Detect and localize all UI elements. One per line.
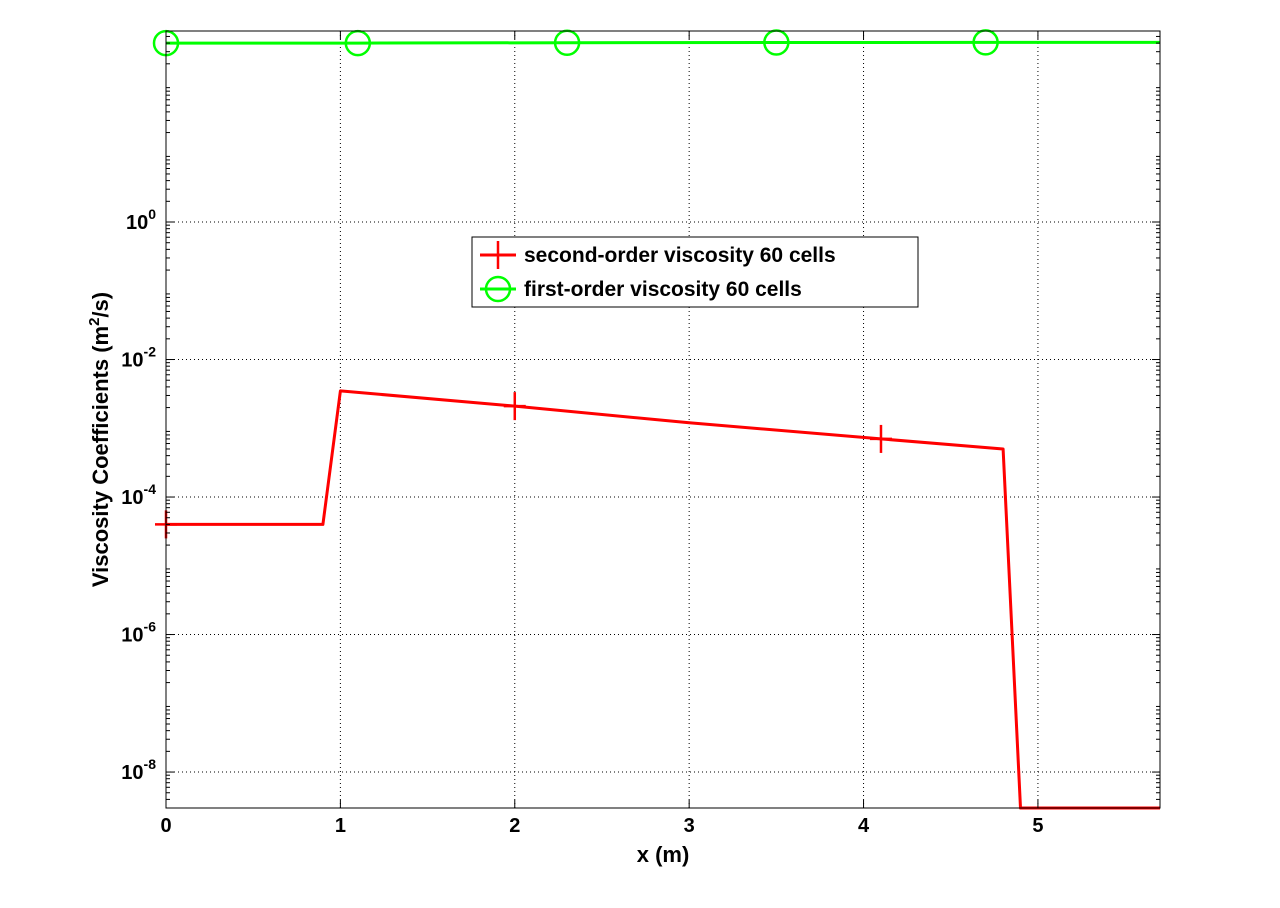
series-marker bbox=[503, 392, 526, 421]
series-line bbox=[166, 389, 1160, 810]
ticks: 0 1 2 3 4 5 100 10-2 10-4 10-6 10-8 bbox=[121, 31, 1160, 837]
y-axis-label-main: Viscosity Coefficients (m bbox=[88, 326, 113, 587]
y-tick-label: 10-4 bbox=[121, 481, 156, 509]
legend-label: first-order viscosity 60 cells bbox=[524, 278, 802, 301]
legend-marker bbox=[487, 241, 509, 269]
legend: second-order viscosity 60 cells first-ord… bbox=[471, 236, 919, 308]
plot-frame bbox=[165, 30, 1161, 809]
x-tick-label: 5 bbox=[1032, 815, 1043, 837]
y-axis-label: Viscosity Coefficients (m2/s) bbox=[86, 292, 113, 587]
y-tick-label: 10-2 bbox=[121, 344, 156, 372]
series-marker bbox=[869, 424, 892, 453]
x-axis-label: x (m) bbox=[637, 842, 690, 867]
y-axis-label-end: /s) bbox=[88, 292, 113, 318]
x-tick-label: 3 bbox=[684, 815, 695, 837]
x-tick-label: 4 bbox=[858, 815, 870, 837]
legend-marker bbox=[484, 275, 512, 303]
legend-box bbox=[471, 236, 919, 308]
x-tick-label: 0 bbox=[160, 815, 171, 837]
y-tick-label: 10-8 bbox=[121, 756, 156, 784]
series-marker bbox=[972, 29, 999, 56]
y-tick-label: 100 bbox=[126, 206, 156, 234]
legend-label: second-order viscosity 60 cells bbox=[524, 244, 836, 267]
y-axis-label-sup: 2 bbox=[86, 318, 103, 326]
x-tick-label: 2 bbox=[509, 815, 520, 837]
y-tick-label: 10-6 bbox=[121, 619, 156, 647]
legend-item-2: first-order viscosity 60 cells bbox=[480, 275, 802, 303]
x-tick-label: 1 bbox=[335, 815, 346, 837]
legend-item-1: second-order viscosity 60 cells bbox=[480, 241, 836, 269]
series-line bbox=[166, 40, 1160, 45]
